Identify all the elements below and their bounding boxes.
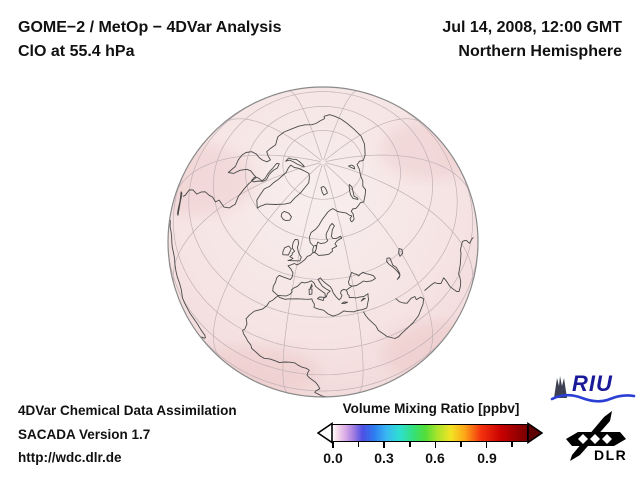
footer-line1: 4DVar Chemical Data Assimilation — [18, 403, 237, 418]
colorbar-tick — [383, 442, 385, 448]
colorbar-tick — [357, 442, 360, 447]
colorbar-tick-label-3: 0.9 — [477, 450, 497, 466]
colorbar-tick-label-0: 0.0 — [323, 450, 343, 466]
cathedral-icon — [554, 376, 567, 398]
colorbar-tick — [332, 442, 334, 448]
colorbar-tick — [460, 442, 462, 447]
graticule-lines — [168, 90, 478, 397]
colorbar-tick — [409, 442, 411, 447]
riu-logo: RIU — [550, 372, 636, 408]
colorbar-title: Volume Mixing Ratio [ppbv] — [342, 401, 520, 416]
globe-limb — [167, 86, 479, 398]
colorbar-tick-label-1: 0.3 — [374, 450, 394, 466]
colorbar-overflow-arrow — [527, 422, 543, 444]
riu-logo-text: RIU — [572, 371, 613, 396]
colorbar-tick — [511, 442, 513, 447]
field-patch — [180, 346, 320, 397]
colorbar-underflow-arrow — [317, 422, 333, 444]
dlr-diamond-3 — [602, 434, 612, 444]
title-line2: ClO at 55.4 hPa — [18, 43, 135, 60]
dlr-logo-text: DLR — [594, 447, 628, 463]
dlr-diamond-2 — [590, 434, 600, 444]
dlr-logo-graphic — [566, 411, 626, 461]
colorbar-tick — [485, 442, 488, 448]
colorbar-gradient — [331, 424, 528, 442]
riu-logo-graphic — [550, 376, 636, 403]
title-block: GOME−2 / MetOp − 4DVar Analysis ClO at 5… — [18, 16, 282, 64]
title-line1: GOME−2 / MetOp − 4DVar Analysis — [18, 19, 282, 36]
colorbar-tick — [434, 442, 437, 448]
left-arrow-shape — [317, 422, 333, 444]
footer-line2: SACADA Version 1.7 — [18, 426, 151, 442]
footer-block: 4DVar Chemical Data Assimilation SACADA … — [18, 399, 237, 470]
colorbar-tick-label-2: 0.6 — [425, 450, 445, 466]
hemisphere-label: Northern Hemisphere — [458, 43, 622, 60]
right-arrow-shape — [527, 422, 543, 444]
field-patch — [380, 120, 478, 180]
footer-line3: http://wdc.dlr.de — [18, 450, 122, 465]
dlr-diamond-1 — [578, 434, 588, 444]
coastlines — [169, 114, 474, 397]
datetime-label: Jul 14, 2008, 12:00 GMT — [442, 19, 622, 36]
datetime-block: Jul 14, 2008, 12:00 GMT Northern Hemisph… — [442, 16, 622, 64]
dlr-logo: DLR — [566, 409, 630, 469]
rhine-wave-icon — [550, 393, 636, 403]
